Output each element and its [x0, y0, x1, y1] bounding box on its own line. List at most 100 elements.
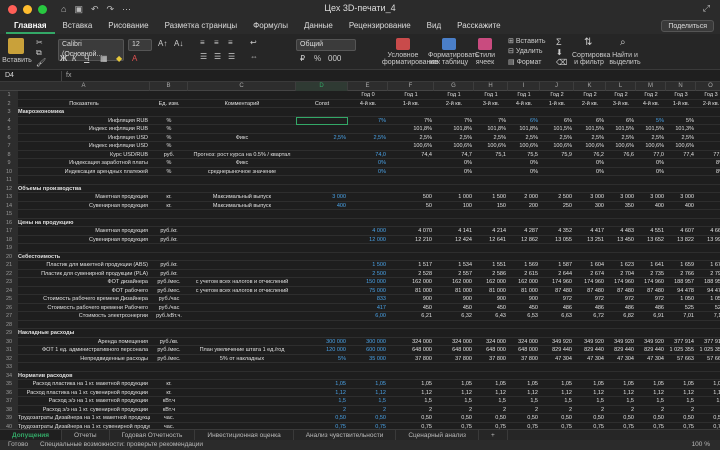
column-header[interactable]: I [508, 82, 540, 91]
row-number[interactable]: 2 [0, 99, 18, 108]
value-cell[interactable]: 3 000 [590, 194, 604, 200]
const-value[interactable] [296, 142, 348, 151]
value-cell[interactable]: 349 920 [644, 338, 664, 345]
value-cell[interactable]: 2 [534, 406, 538, 413]
more-icon[interactable]: ⋯ [122, 3, 132, 14]
value-cell[interactable]: 81 000 [489, 287, 506, 294]
value-cell[interactable]: 1,12 [495, 389, 506, 396]
value-cell[interactable]: 6,00 [375, 313, 386, 319]
value-cell[interactable]: 1 587 [558, 262, 572, 268]
value-cell[interactable]: 1,05 [421, 381, 432, 387]
italic-icon[interactable]: К [72, 54, 77, 63]
fx-icon[interactable]: fx [66, 72, 72, 79]
ribbon-tab[interactable]: Разметка страницы [164, 21, 238, 30]
row-number[interactable]: 27 [0, 312, 18, 321]
sheet-tab[interactable]: Инвестиционная оценка [195, 429, 294, 441]
value-cell[interactable]: 174 960 [644, 279, 664, 285]
value-cell[interactable]: 74,0 [375, 151, 386, 158]
value-cell[interactable]: 81 000 [415, 287, 432, 294]
value-cell[interactable]: 900 [528, 296, 538, 302]
const-value[interactable]: 2,5% [333, 134, 346, 141]
const-value[interactable]: 0,75 [335, 423, 346, 430]
wrap-text-icon[interactable]: ↩ [250, 38, 257, 47]
find-select-label[interactable]: Найти и выделить [609, 52, 641, 66]
value-cell[interactable]: 174 960 [552, 279, 572, 285]
align-bottom-icon[interactable]: ≡ [228, 38, 233, 47]
value-cell[interactable]: 1,05 [623, 381, 634, 387]
value-cell[interactable]: 1 025 355 [669, 347, 694, 353]
value-cell[interactable]: 833 [376, 296, 386, 302]
column-header[interactable]: J [540, 82, 574, 91]
value-cell[interactable]: 200 [528, 202, 538, 209]
value-cell[interactable]: 2 [382, 406, 386, 413]
value-cell[interactable]: 4 483 [620, 228, 634, 234]
row-number[interactable]: 7 [0, 142, 18, 151]
value-cell[interactable]: 1,12 [461, 389, 472, 396]
row-number[interactable]: 32 [0, 354, 18, 363]
cell-styles-icon[interactable] [478, 38, 492, 50]
column-header[interactable]: H [474, 82, 508, 91]
value-cell[interactable]: 50 [425, 202, 432, 209]
column-header[interactable]: L [606, 82, 636, 91]
value-cell[interactable]: 188 957 [674, 279, 694, 285]
value-cell[interactable]: 12 641 [489, 236, 506, 243]
value-cell[interactable]: 2,5% [459, 134, 472, 141]
value-cell[interactable]: 0,50 [653, 415, 664, 421]
value-cell[interactable]: 0,75 [421, 423, 432, 430]
value-cell[interactable]: 6,91 [653, 313, 664, 319]
conditional-format-label[interactable]: Условное форматирование [382, 52, 439, 66]
value-cell[interactable]: 2 [502, 406, 506, 413]
value-cell[interactable]: 2 [660, 406, 664, 413]
value-cell[interactable]: 324 000 [452, 338, 472, 345]
underline-icon[interactable]: Ч [84, 54, 90, 63]
value-cell[interactable]: 500 [422, 194, 432, 200]
selected-cell[interactable] [296, 116, 348, 125]
value-cell[interactable]: 6,43 [495, 313, 506, 319]
value-cell[interactable]: 0% [596, 168, 604, 175]
value-cell[interactable]: 101,3% [675, 126, 694, 132]
value-cell[interactable]: 13 055 [555, 236, 572, 243]
value-cell[interactable]: 101,8% [413, 126, 432, 132]
zoom-window-button[interactable] [38, 4, 47, 14]
row-number[interactable]: 28 [0, 320, 18, 329]
value-cell[interactable]: 1 604 [590, 262, 604, 268]
paste-label[interactable]: Вставить [2, 57, 32, 64]
align-left-icon[interactable]: ☰ [200, 52, 208, 61]
value-cell[interactable]: 2,5% [591, 134, 604, 141]
value-cell[interactable]: 829 440 [644, 347, 664, 353]
add-sheet-button[interactable]: + [479, 429, 508, 441]
value-cell[interactable]: 100,6% [553, 143, 572, 149]
row-number[interactable]: 12 [0, 184, 18, 193]
value-cell[interactable]: 1,12 [623, 389, 634, 396]
column-header[interactable]: B [150, 82, 188, 91]
delete-cells-button[interactable]: ⊟ Удалить [508, 48, 543, 55]
value-cell[interactable]: 7% [378, 117, 386, 124]
ribbon-tab[interactable]: Рисование [108, 21, 149, 30]
value-cell[interactable]: 75,9 [561, 151, 572, 158]
value-cell[interactable]: 4 287 [524, 228, 538, 234]
value-cell[interactable]: 4 141 [458, 228, 472, 234]
row-number[interactable]: 40 [0, 422, 18, 431]
row-number[interactable]: 8 [0, 150, 18, 159]
value-cell[interactable] [474, 159, 508, 168]
clear-icon[interactable]: ⌫ [556, 58, 568, 67]
thousands-icon[interactable]: 000 [328, 54, 342, 63]
value-cell[interactable]: 162 000 [452, 279, 472, 285]
value-cell[interactable]: 12 210 [415, 236, 432, 243]
value-cell[interactable]: 0,50 [421, 415, 432, 421]
value-cell[interactable]: 1,12 [653, 389, 664, 396]
row-number[interactable]: 39 [0, 414, 18, 423]
value-cell[interactable]: 37 800 [415, 355, 432, 362]
value-cell[interactable]: 6,32 [461, 313, 472, 319]
cut-icon[interactable]: ✂ [36, 38, 43, 47]
value-cell[interactable]: 1,5 [716, 398, 720, 404]
format-cells-button[interactable]: ▤ Формат [508, 59, 542, 66]
value-cell[interactable]: 1,05 [527, 381, 538, 387]
row-number[interactable]: 18 [0, 235, 18, 244]
value-cell[interactable]: 486 [654, 304, 664, 311]
value-cell[interactable]: 101,5% [553, 126, 572, 132]
value-cell[interactable]: 2 644 [558, 270, 572, 277]
value-cell[interactable]: 81 000 [521, 287, 538, 294]
value-cell[interactable]: 5% [686, 117, 694, 124]
shrink-font-icon[interactable]: A↓ [174, 39, 184, 48]
